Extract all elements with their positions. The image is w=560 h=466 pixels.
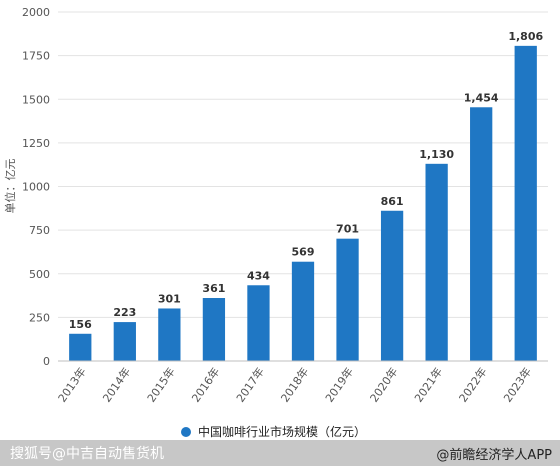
y-tick-label: 1000 [22,181,50,194]
watermark-bar: 搜狐号@中吉自动售货机 @前瞻经济学人APP [0,440,560,466]
data-label: 223 [113,306,136,319]
y-tick-label: 500 [29,268,50,281]
legend[interactable]: 中国咖啡行业市场规模（亿元） [181,424,366,439]
bar[interactable] [291,261,315,361]
watermark-left-text: 搜狐号@中吉自动售货机 [10,445,164,462]
x-tick-label: 2022年 [456,365,490,405]
data-label: 434 [247,269,270,282]
bar[interactable] [113,322,136,361]
y-tick-label: 750 [29,224,50,237]
data-label: 569 [292,246,315,259]
data-label: 701 [336,223,359,236]
bars [69,45,537,362]
watermark-right-text: @前瞻经济学人APP [436,447,552,463]
data-label: 301 [158,292,181,305]
legend-label: 中国咖啡行业市场规模（亿元） [198,424,366,439]
x-tick-label: 2015年 [144,365,178,405]
y-tick-labels: 0 250 500 750 1000 1250 1500 1750 2000 [22,6,50,368]
bar[interactable] [202,298,226,361]
watermark-background [0,440,560,466]
x-tick-label: 2014年 [99,365,133,405]
x-tick-label: 2018年 [278,365,312,405]
data-label: 1,130 [419,148,454,161]
y-tick-label: 1250 [22,137,50,150]
bar[interactable] [425,163,448,361]
y-tick-label: 1500 [22,93,50,106]
y-tick-label: 0 [43,355,50,368]
bar[interactable] [69,333,92,361]
bar[interactable] [514,45,537,362]
x-tick-label: 2021年 [411,365,445,405]
x-tick-label: 2016年 [189,365,223,405]
data-label: 156 [69,318,92,331]
bar[interactable] [336,238,359,361]
legend-marker [181,427,191,437]
y-tick-label: 1750 [22,50,50,63]
y-tick-label: 250 [29,311,50,324]
data-label: 1,806 [508,30,543,43]
grid-lines [58,11,548,318]
x-tick-label: 2019年 [322,365,356,405]
data-labels: 156 223 301 361 434 569 701 861 1,130 1,454 1,806 [69,30,544,331]
y-tick-label: 2000 [22,6,50,19]
x-tick-label: 2017年 [233,365,267,405]
bar[interactable] [158,308,181,361]
y-axis-title: 单位：亿元 [3,159,17,214]
bar[interactable] [470,107,493,361]
x-tick-label: 2023年 [500,365,534,405]
bar[interactable] [380,210,404,361]
x-tick-labels: 2013年 2014年 2015年 2016年 2017年 2018年 2019年 2020年… [55,365,534,405]
bar[interactable] [247,285,270,361]
x-tick-label: 2020年 [367,365,401,405]
x-tick-label: 2013年 [55,365,89,405]
data-label: 361 [202,282,225,295]
data-label: 861 [381,195,404,208]
data-label: 1,454 [464,91,499,104]
